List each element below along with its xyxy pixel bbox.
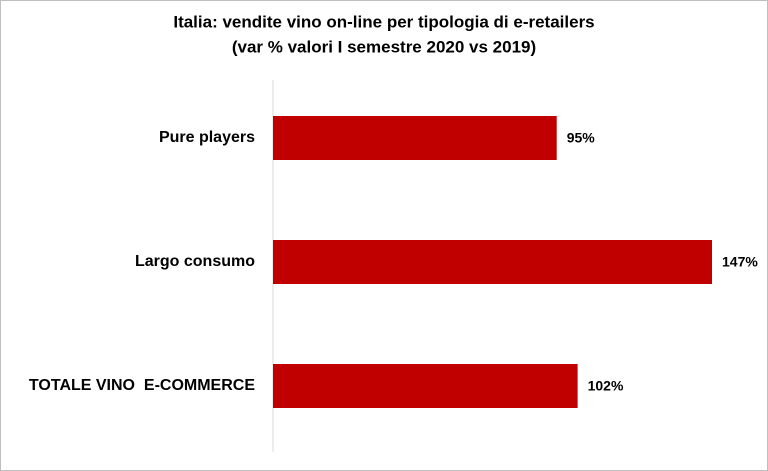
bar — [273, 364, 578, 408]
category-label: Pure players — [159, 129, 255, 146]
bar — [273, 116, 557, 160]
value-label: 95% — [567, 130, 596, 146]
value-label: 102% — [588, 378, 624, 394]
category-label: Largo consumo — [135, 253, 255, 270]
category-label: TOTALE VINO E-COMMERCE — [29, 377, 255, 394]
chart-title: Italia: vendite vino on-line per tipolog… — [173, 12, 594, 31]
chart-subtitle: (var % valori I semestre 2020 vs 2019) — [232, 37, 536, 56]
bar — [273, 240, 712, 284]
value-label: 147% — [722, 254, 758, 270]
